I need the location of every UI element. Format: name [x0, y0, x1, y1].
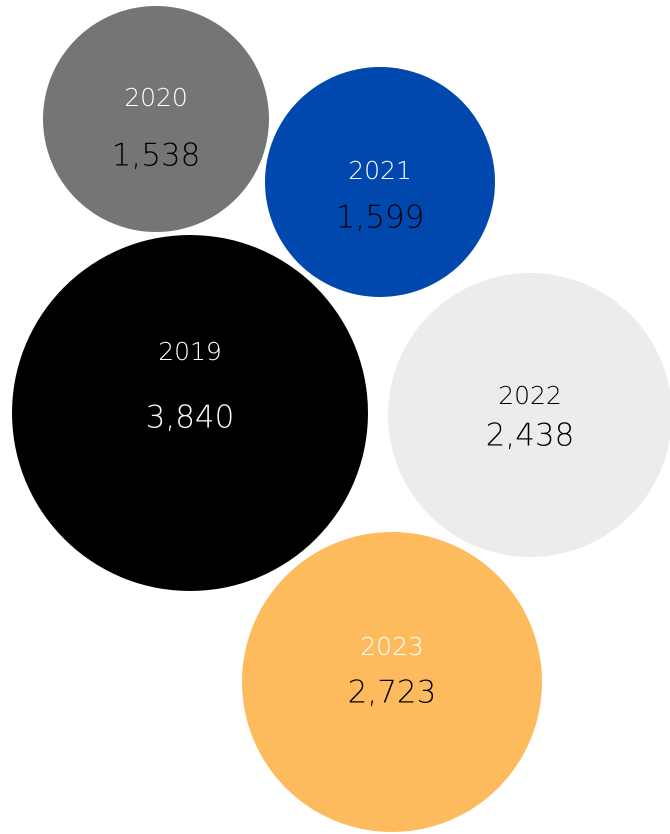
bubble-2022-year-label: 2022 [498, 381, 562, 410]
bubble-2019-circle [12, 235, 368, 591]
bubble-2023: 2023 2,723 [242, 532, 542, 832]
bubble-2023-value-label: 2,723 [348, 675, 437, 711]
bubble-2020-year-label: 2020 [124, 83, 188, 112]
bubble-2022-circle [388, 273, 670, 557]
bubble-2021-year-label: 2021 [348, 156, 412, 185]
bubble-2022-value-label: 2,438 [486, 418, 575, 454]
bubble-2023-year-label: 2023 [360, 632, 424, 661]
bubble-2021: 2021 1,599 [265, 67, 495, 297]
bubble-2020-value-label: 1,538 [112, 138, 201, 174]
bubble-2021-circle [265, 67, 495, 297]
bubble-2020: 2020 1,538 [43, 6, 269, 232]
bubble-2021-value-label: 1,599 [336, 200, 425, 236]
bubble-2023-circle [242, 532, 542, 832]
bubble-2020-circle [43, 6, 269, 232]
bubble-2022: 2022 2,438 [388, 273, 670, 557]
bubble-2019-value-label: 3,840 [146, 400, 235, 436]
bubble-2019: 2019 3,840 [12, 235, 368, 591]
bubble-2019-year-label: 2019 [158, 337, 222, 366]
